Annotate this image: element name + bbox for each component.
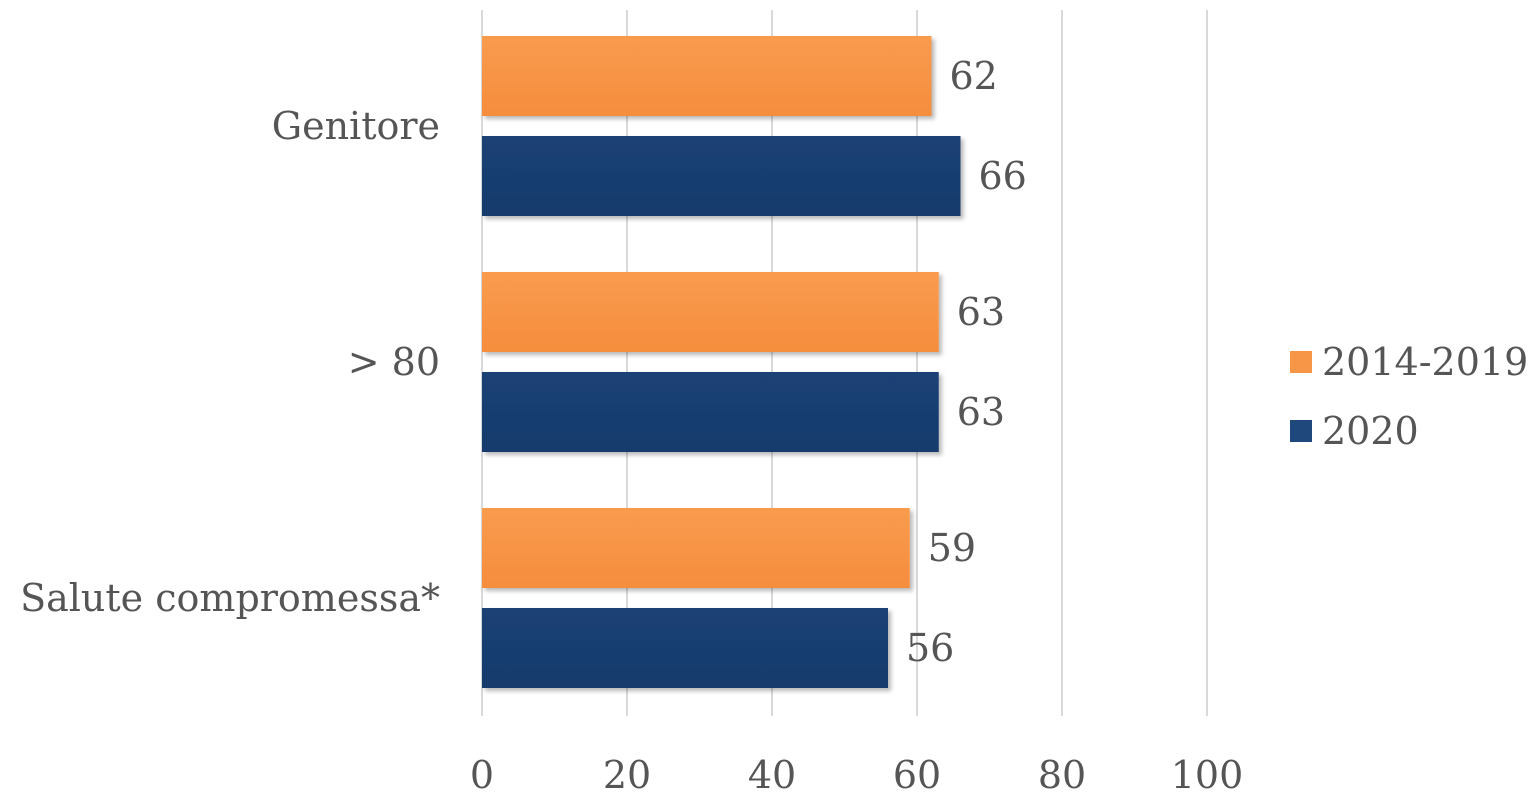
x-axis-ticks: 0 20 40 60 80 100 (470, 753, 1244, 797)
category-labels: Genitore > 80 Salute compromessa* (20, 104, 440, 620)
gridlines (481, 10, 1208, 716)
bar-2020-1 (482, 136, 961, 216)
legend-label-2014-2019: 2014-2019 (1322, 340, 1528, 384)
data-label-2014-2019-3: 59 (928, 526, 976, 570)
legend-label-2020: 2020 (1322, 409, 1419, 453)
data-labels: 62 66 63 63 59 56 (906, 54, 1027, 670)
data-label-2020-3: 56 (906, 626, 954, 670)
legend: 2014-2019 2020 (1290, 340, 1528, 453)
data-label-2014-2019-2: 63 (957, 290, 1005, 334)
data-label-2020-1: 66 (979, 154, 1027, 198)
x-tick-label-80: 80 (1038, 753, 1086, 793)
bar-2020-2 (482, 372, 939, 452)
bar-2020-3 (482, 608, 888, 688)
bars (482, 36, 961, 688)
category-label-3: Salute compromessa* (20, 576, 440, 620)
legend-swatch-2014-2019 (1290, 351, 1312, 373)
category-label-2: > 80 (348, 340, 440, 384)
x-tick-label-40: 40 (748, 753, 796, 793)
x-tick-label-100: 100 (1171, 753, 1244, 793)
bar-2014-2019-2 (482, 272, 939, 352)
x-tick-label-0: 0 (470, 753, 494, 793)
bar-2014-2019-1 (482, 36, 932, 116)
bar-2014-2019-3 (482, 508, 910, 588)
data-label-2020-2: 63 (957, 390, 1005, 434)
legend-swatch-2020 (1290, 420, 1312, 442)
category-label-1: Genitore (272, 104, 440, 148)
x-tick-label-60: 60 (893, 753, 941, 793)
data-label-2014-2019-1: 62 (950, 54, 998, 98)
x-tick-label-20: 20 (603, 753, 651, 793)
